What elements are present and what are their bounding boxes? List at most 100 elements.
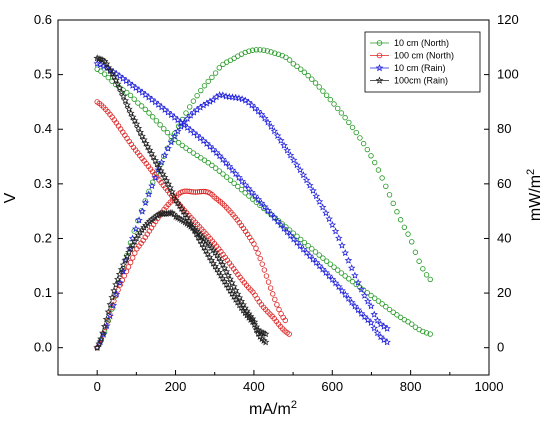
voltage-point [146,110,152,116]
power-point [289,156,298,164]
voltage-point [427,331,433,337]
voltage-point [158,170,167,178]
legend-marker [375,76,384,84]
voltage-point [205,253,214,261]
power-point [250,318,259,326]
power-point [283,54,289,61]
power-point [95,339,103,348]
voltage-point [211,262,219,270]
power-point [282,317,288,324]
power-point [331,227,340,235]
power-point [357,285,366,293]
voltage-point [412,324,419,330]
voltage-point [260,202,269,211]
power-point [177,122,185,130]
x-tick-label: 200 [165,379,187,394]
voltage-point [289,235,298,243]
voltage-point [346,276,352,282]
power-point [97,334,105,343]
voltage-point [161,126,167,132]
legend-marker [376,40,383,46]
voltage-point [149,153,158,161]
voltage-point [164,180,173,188]
power-point [219,91,227,99]
power-point [252,322,261,331]
voltage-point [196,134,205,142]
power-point [293,161,301,169]
voltage-point [108,69,116,77]
power-point [151,173,159,181]
voltage-point [270,213,279,221]
power-point [201,83,208,89]
voltage-point [218,274,227,282]
voltage-point [121,96,130,104]
power-point [312,192,321,200]
power-point [357,135,363,141]
legend-marker [375,63,384,72]
voltage-point [145,146,154,154]
power-point [244,98,253,106]
voltage-point [376,333,385,341]
x-axis-title: mA/m2 [249,399,297,418]
voltage-point [306,252,314,260]
voltage-point [251,192,259,200]
voltage-point [201,157,208,163]
voltage-point [222,280,231,288]
power-point [190,98,197,104]
series-3 [93,54,270,351]
power-point [320,88,326,94]
voltage-point [127,109,135,117]
power-point [103,321,111,330]
power-point [327,96,334,103]
voltage-point [223,174,230,180]
power-point [315,197,324,205]
voltage-point [106,66,115,75]
voltage-point [193,131,201,139]
power-point [135,216,143,224]
power-point [306,181,314,189]
voltage-point [153,118,160,124]
power-point [209,74,215,81]
power-point [216,65,222,71]
power-point [248,101,256,109]
power-point [298,66,304,72]
power-point [383,324,391,332]
voltage-point [322,268,330,276]
ticks-layer: 0 200 400 600 800 1000 0.0 0.1 0.2 0.3 0.4 0.5 0.6 0 2… [34,12,519,394]
voltage-point [206,142,214,150]
power-point [254,107,263,115]
power-point [157,158,166,166]
power-point [379,175,385,181]
voltage-point [386,306,393,313]
power-point [253,245,259,252]
power-point [261,330,270,338]
power-point [397,217,404,223]
voltage-point [190,128,198,136]
power-point [405,231,411,237]
power-point [277,136,285,144]
voltage-point [344,294,353,302]
voltage-point [296,242,304,250]
voltage-point [248,317,257,325]
power-point [106,312,114,320]
voltage-point [157,166,165,175]
power-point [230,282,238,290]
voltage-point [267,210,275,218]
voltage-point [128,113,137,121]
power-point [423,272,430,278]
y2-axis-title: mW/m2 [525,169,544,221]
voltage-point [228,166,237,174]
voltage-point [202,246,210,254]
voltage-point [315,261,324,270]
voltage-point [318,265,327,273]
voltage-point [200,243,208,251]
power-point [168,137,174,144]
power-point [222,92,230,100]
voltage-point [312,258,321,266]
legend-label: 10 cm (Rain) [394,63,446,73]
voltage-point [286,331,292,337]
y2-tick-label: 60 [497,176,511,191]
voltage-point [205,160,211,166]
y-axis-title: V [2,192,19,203]
